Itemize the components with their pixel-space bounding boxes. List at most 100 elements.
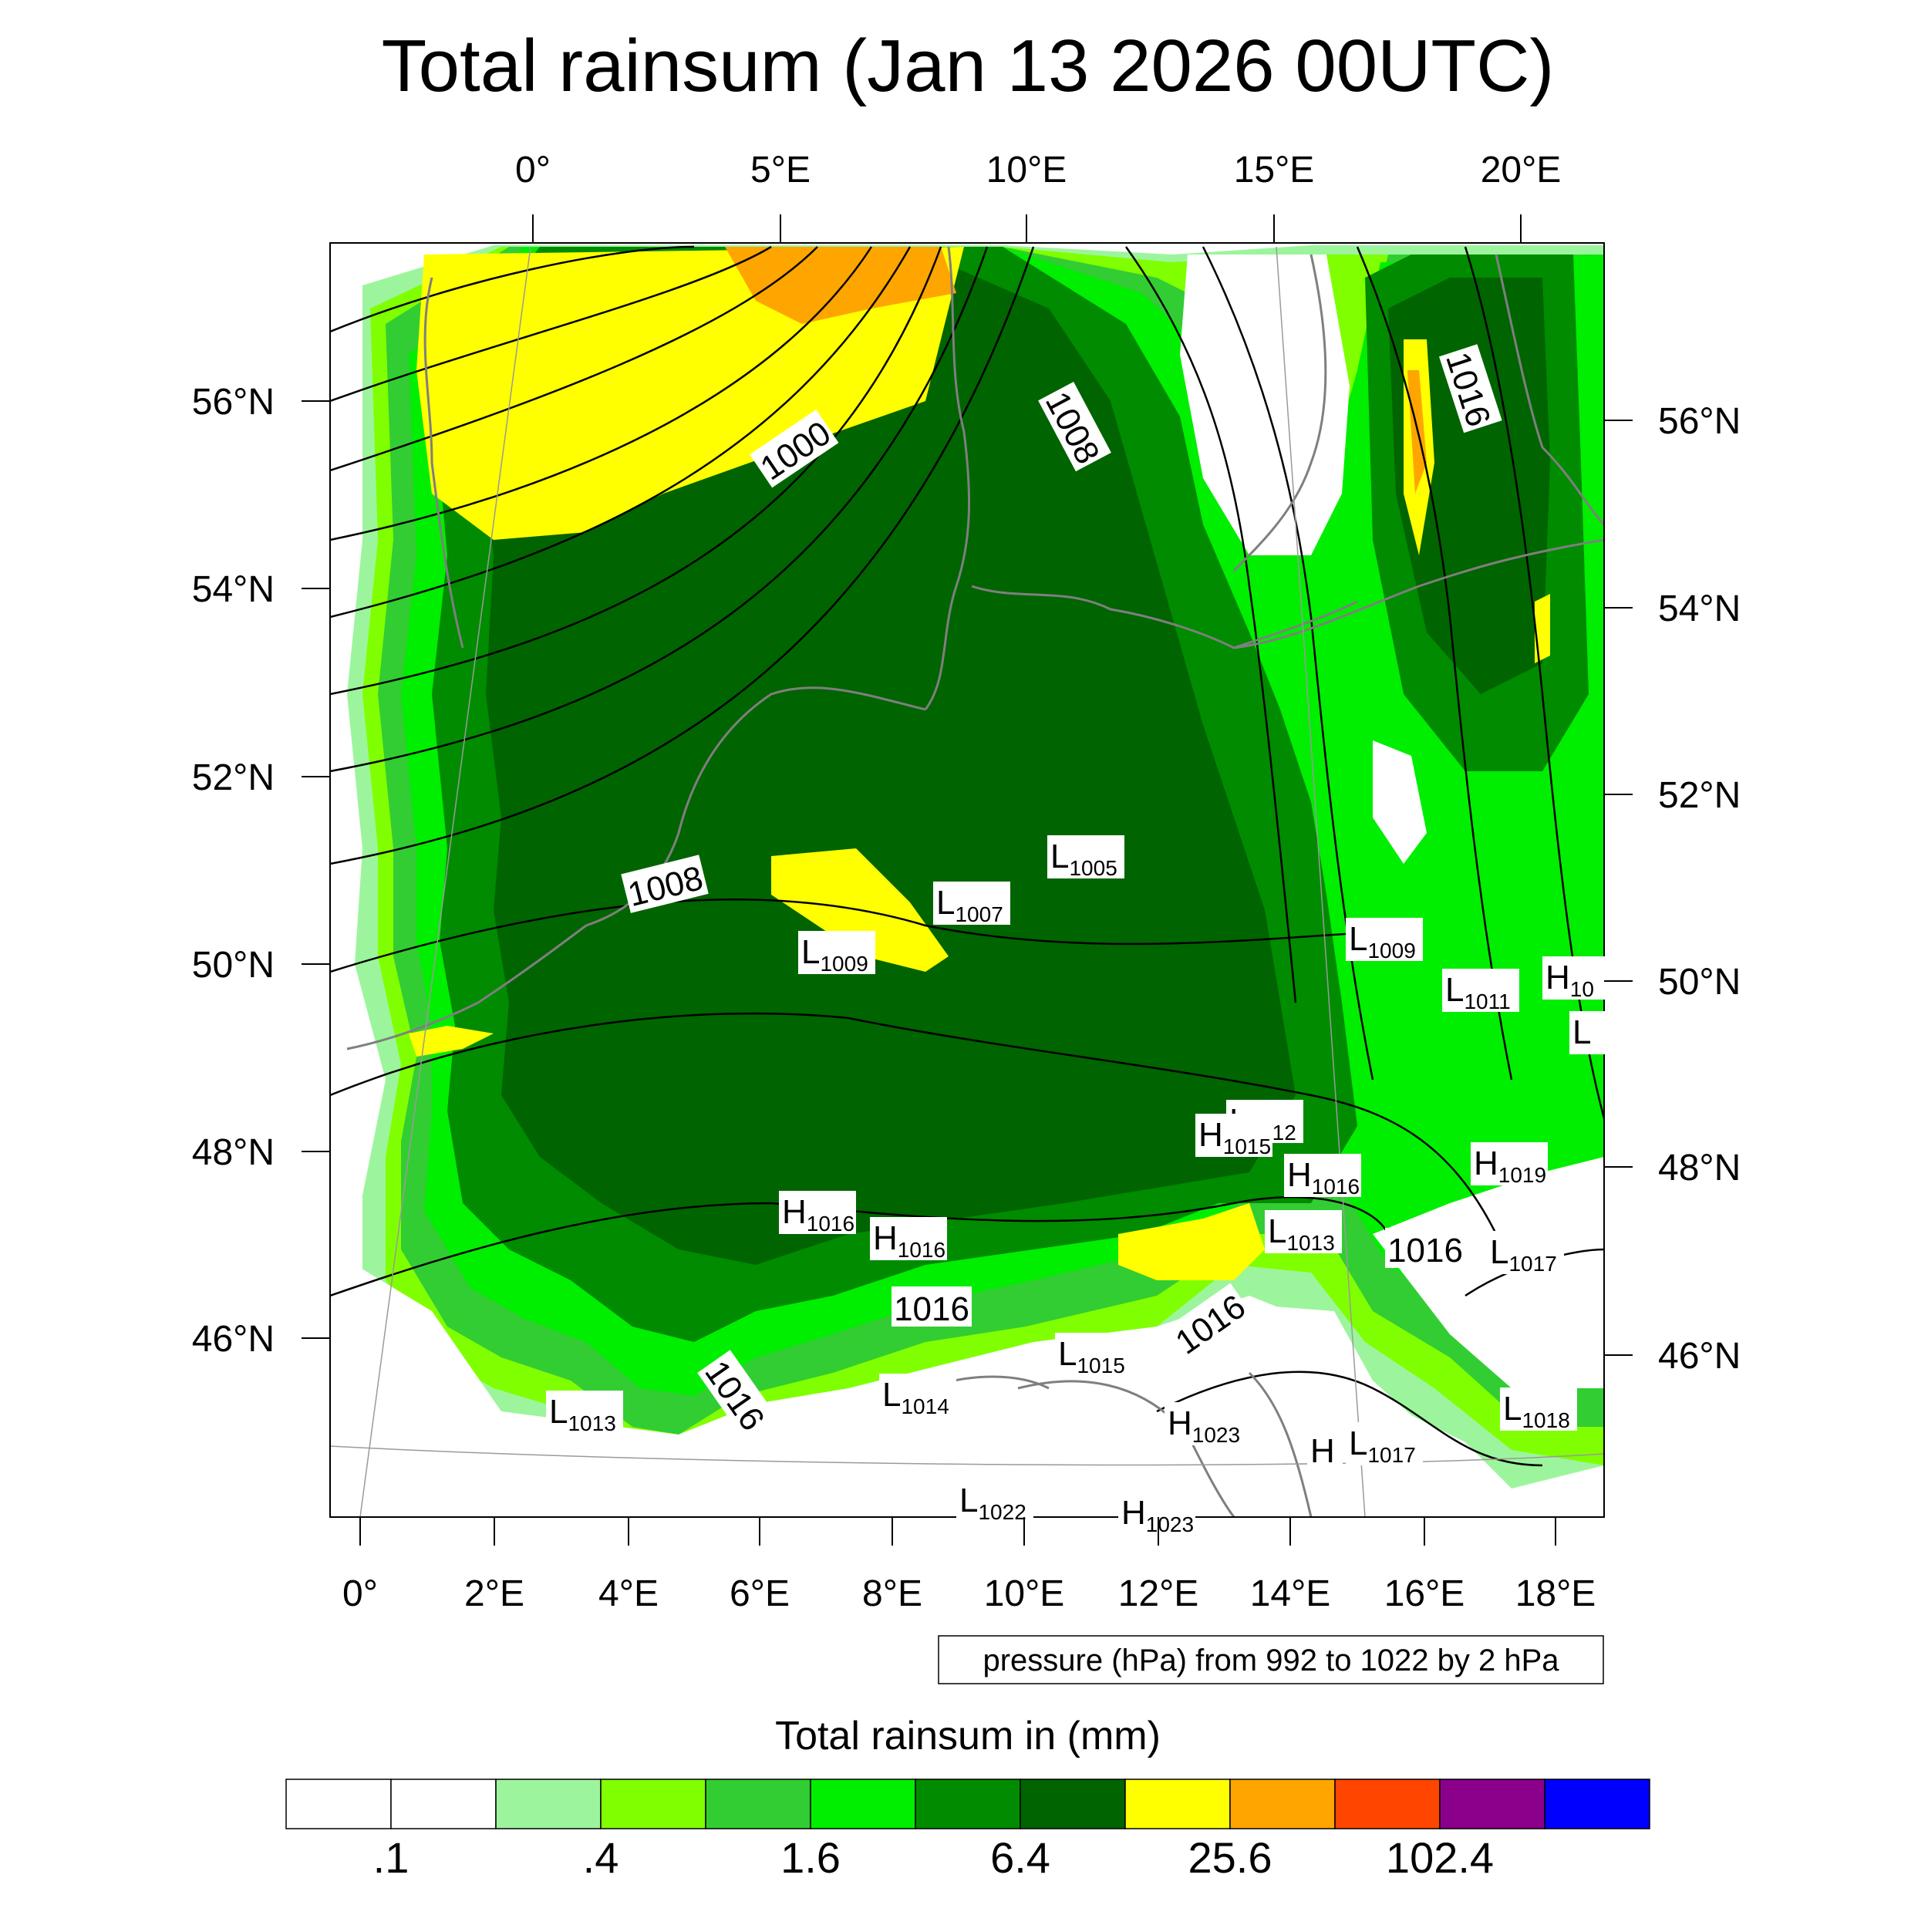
pressure-center-label: L1007 [933, 882, 1010, 926]
chart-title: Total rainsum (Jan 13 2026 00UTC) [382, 25, 1555, 107]
pressure-center-label: L1015 [1055, 1333, 1132, 1377]
isobar-label-box [1385, 1228, 1465, 1268]
top-lon-label: 0° [515, 150, 551, 191]
pressure-center-label: L1009 [1346, 918, 1423, 963]
left-lat-label: 56°N [192, 382, 275, 423]
colorbar-tick-label: 25.6 [1188, 1833, 1272, 1882]
pressure-center-text: L [1572, 1013, 1591, 1051]
colorbar: Total rainsum in (mm) .1 .4 1.6 6.4 25.6 102.… [285, 1714, 1650, 1882]
pressure-center-box [1500, 1387, 1577, 1431]
pressure-center-text: H1023 [1168, 1404, 1240, 1447]
pressure-center-label: H1023 [1165, 1402, 1242, 1447]
pressure-center-text: L1005 [1050, 838, 1117, 880]
colorbar-swatch [705, 1779, 811, 1829]
pressure-center-text: H1019 [1474, 1145, 1546, 1187]
pressure-center-box [1265, 1210, 1342, 1253]
pressure-center-box [1307, 1430, 1343, 1473]
right-latitude-axis: 56°N 54°N 52°N 50°N 48°N 46°N [1604, 401, 1741, 1377]
pressure-center-label: L1013 [1265, 1210, 1342, 1255]
pressure-center-box [879, 1374, 956, 1417]
bottom-longitude-axis: 0° 2°E 4°E 6°E 8°E 10°E 12°E 14°E 16°E 1… [342, 1517, 1596, 1614]
pressure-center-box [1569, 1011, 1605, 1054]
pressure-center-text: H [1310, 1432, 1335, 1470]
colorbar-swatch [390, 1779, 497, 1829]
left-ticks [302, 400, 330, 1339]
top-lon-label: 5°E [750, 150, 811, 191]
dry-area-south [330, 1249, 1604, 1517]
pressure-center-text: L1017 [1349, 1425, 1416, 1467]
pressure-center-text: H1023 [1121, 1494, 1194, 1536]
pressure-center-label: L1017 [1346, 1422, 1423, 1467]
colorbar-tick-label: 6.4 [990, 1833, 1050, 1882]
pressure-center-box [779, 1191, 856, 1234]
pressure-center-label: L1005 [1047, 835, 1124, 880]
pressure-center-text: L1013 [549, 1393, 616, 1435]
colorbar-swatch [1439, 1779, 1545, 1829]
right-lat-label: 56°N [1658, 401, 1741, 442]
graticule [330, 246, 1604, 1517]
colorbar-swatches [285, 1779, 1650, 1829]
colorbar-tick-label: 1.6 [780, 1833, 841, 1882]
pressure-center-text: L1022 [959, 1482, 1026, 1524]
pressure-center-labels: L1005L1007L1009L1009L1011H10LL1012H1015H… [546, 835, 1620, 1536]
left-lat-label: 54°N [192, 569, 275, 610]
left-lat-label: 50°N [192, 945, 275, 986]
pressure-center-box [1118, 1492, 1195, 1535]
right-lat-label: 54°N [1658, 588, 1741, 629]
right-ticks [1604, 420, 1633, 1356]
bottom-lon-label: 4°E [598, 1573, 659, 1614]
right-lat-label: 52°N [1658, 775, 1741, 816]
pressure-center-box [870, 1217, 947, 1260]
pressure-center-label: L [1569, 1011, 1605, 1054]
pressure-center-text: H1015 [1198, 1116, 1271, 1158]
colorbar-swatch [915, 1779, 1021, 1829]
colorbar-tick-label: .1 [373, 1833, 410, 1882]
pressure-center-text: L1011 [1445, 971, 1511, 1013]
colorbar-swatch [1334, 1779, 1441, 1829]
isobar-label-text: 1016 [894, 1290, 969, 1328]
colorbar-swatch [600, 1779, 706, 1829]
pressure-center-box [933, 882, 1010, 925]
pressure-center-label: H1016 [779, 1191, 856, 1236]
right-lat-label: 46°N [1658, 1336, 1741, 1377]
pressure-center-label: H1016 [1284, 1154, 1361, 1199]
isobar-label-box [892, 1286, 972, 1327]
colorbar-swatch [495, 1779, 602, 1829]
top-lon-label: 20°E [1481, 150, 1562, 191]
contour-info-text: pressure (hPa) from 992 to 1022 by 2 hPa [983, 1644, 1559, 1677]
right-lat-label: 50°N [1658, 962, 1741, 1003]
pressure-center-label: L1011 [1442, 969, 1519, 1013]
pressure-center-text: L1015 [1058, 1335, 1125, 1377]
isobar-label: 1016 [892, 1286, 972, 1328]
left-latitude-axis: 56°N 54°N 52°N 50°N 48°N 46°N [192, 382, 330, 1360]
isobar-label-box [1439, 344, 1502, 433]
colorbar-swatch [1020, 1779, 1126, 1829]
bottom-lon-label: 14°E [1250, 1573, 1331, 1614]
right-lat-label: 48°N [1658, 1148, 1741, 1189]
colorbar-swatch [285, 1779, 392, 1829]
pressure-center-label: L1022 [956, 1479, 1033, 1524]
pressure-center-label: H1023 [1118, 1492, 1195, 1536]
colorbar-swatch [1544, 1779, 1650, 1829]
colorbar-swatch [1229, 1779, 1336, 1829]
pressure-center-text: L1014 [882, 1376, 949, 1418]
pressure-center-label: L1009 [798, 931, 875, 976]
pressure-center-box [1284, 1154, 1361, 1197]
isobar-label-text: 1016 [1387, 1232, 1463, 1269]
pressure-center-label: H1019 [1471, 1142, 1548, 1187]
bottom-ticks [359, 1517, 1556, 1546]
pressure-center-text: H1016 [782, 1193, 854, 1236]
dry-area-poland [1373, 740, 1427, 864]
colorbar-tick-labels: .1 .4 1.6 6.4 25.6 102.4 [373, 1833, 1494, 1882]
top-lon-label: 15°E [1234, 150, 1315, 191]
pressure-center-box [1471, 1142, 1548, 1185]
pressure-center-box [956, 1479, 1033, 1522]
pressure-center-text: L1013 [1268, 1212, 1335, 1255]
bottom-lon-label: 8°E [862, 1573, 922, 1614]
rain-area-yellow-east2 [1535, 594, 1550, 663]
bottom-lon-label: 2°E [464, 1573, 524, 1614]
pressure-center-text: H1016 [873, 1219, 945, 1262]
rain-area-yellow-west [409, 1026, 494, 1057]
